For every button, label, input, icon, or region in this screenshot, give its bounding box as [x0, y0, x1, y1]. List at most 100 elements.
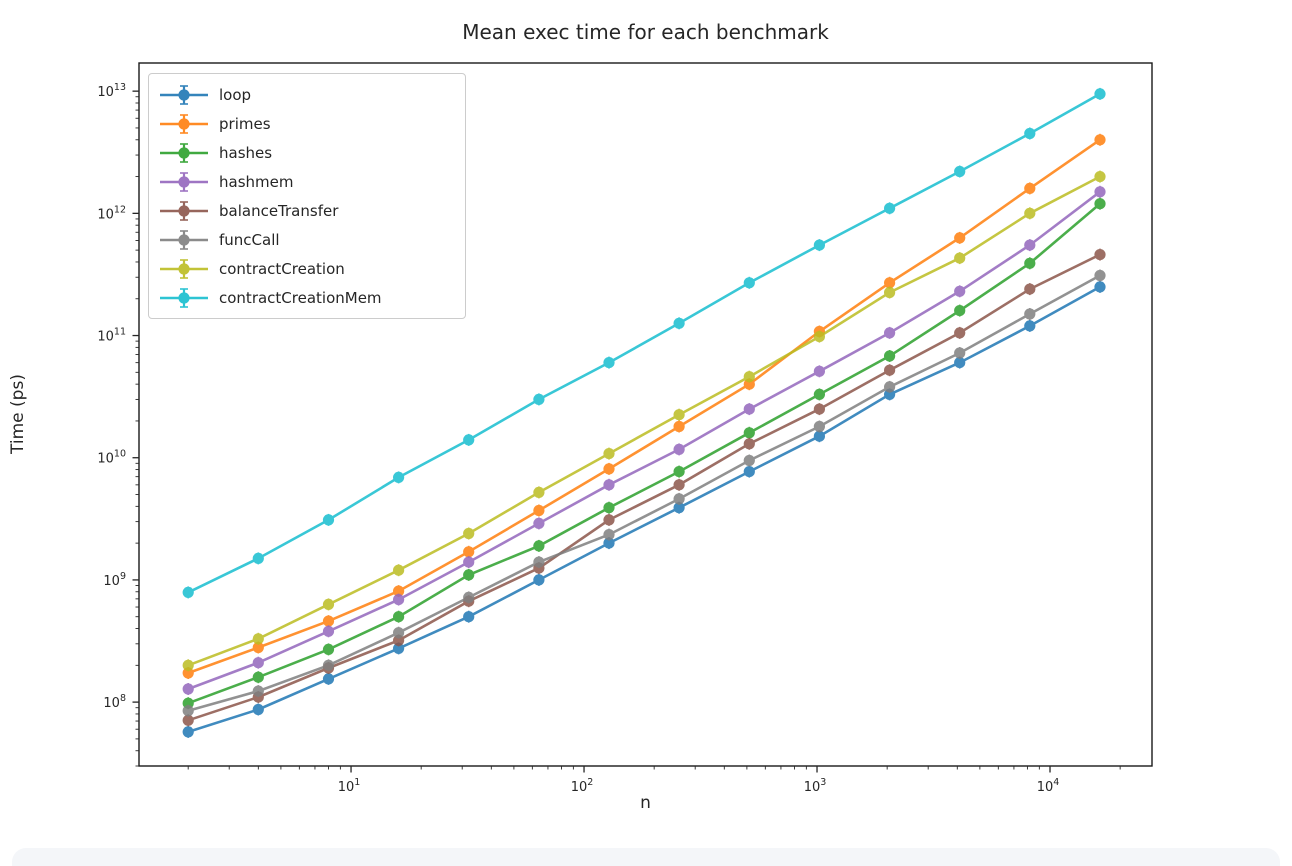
data-point [463, 546, 475, 558]
series-hashmem [182, 185, 1106, 695]
data-point [813, 403, 826, 415]
data-point [743, 466, 755, 478]
data-point [954, 232, 966, 244]
bottom-panel-edge [12, 848, 1280, 866]
data-point [673, 493, 685, 505]
legend-item-hashmem: hashmem [149, 167, 465, 196]
data-point [252, 633, 264, 645]
legend-label: primes [219, 114, 271, 133]
data-point [673, 443, 685, 455]
data-point [393, 627, 405, 639]
data-point [252, 671, 264, 683]
legend-label: funcCall [219, 230, 280, 249]
legend-item-balanceTransfer: balanceTransfer [149, 196, 465, 225]
data-point [1024, 257, 1036, 269]
data-point [954, 327, 966, 339]
series-balanceTransfer [182, 248, 1106, 727]
data-point [603, 479, 615, 491]
data-point [182, 705, 194, 717]
data-point [673, 502, 685, 514]
legend-label: loop [219, 85, 252, 104]
series-funcCall [182, 269, 1106, 717]
legend-item-hashes: hashes [149, 138, 465, 167]
data-point [884, 350, 896, 362]
data-point [743, 371, 755, 383]
data-point [1094, 198, 1106, 210]
data-point [393, 611, 405, 623]
data-point [673, 466, 685, 478]
data-point [743, 454, 755, 467]
data-point [813, 239, 826, 251]
data-point [322, 615, 335, 627]
legend-marker-icon [160, 84, 208, 105]
series-contractCreationMem [182, 87, 1106, 599]
data-point [813, 331, 826, 343]
legend-item-loop: loop [149, 80, 465, 109]
legend-marker-icon [160, 229, 208, 250]
data-point [1024, 127, 1036, 140]
legend-label: balanceTransfer [219, 201, 339, 220]
data-point [813, 388, 826, 400]
data-point [463, 527, 475, 540]
data-point [603, 537, 615, 549]
legend-item-contractCreationMem: contractCreationMem [149, 283, 465, 312]
legend-item-contractCreation: contractCreation [149, 254, 465, 283]
data-point [322, 625, 335, 637]
svg-text:1012: 1012 [97, 204, 126, 222]
data-point [322, 598, 335, 611]
data-point [1024, 308, 1036, 320]
data-point [1094, 186, 1106, 198]
data-point [603, 502, 615, 514]
data-point [603, 463, 615, 475]
data-point [1094, 88, 1106, 100]
data-point [322, 673, 335, 685]
data-point [884, 277, 896, 289]
data-point [533, 540, 545, 552]
data-point [1024, 320, 1036, 332]
legend-item-funcCall: funcCall [149, 225, 465, 254]
data-point [393, 585, 405, 597]
data-point [813, 430, 826, 442]
data-point [1024, 239, 1036, 251]
legend-marker-icon [160, 258, 208, 279]
data-point [1094, 171, 1106, 183]
data-point [884, 327, 896, 339]
data-point [252, 685, 264, 697]
series-hashes [182, 197, 1106, 710]
data-point [393, 471, 405, 483]
data-point [954, 252, 966, 264]
data-point [743, 277, 755, 289]
data-point [673, 409, 685, 421]
plot-border [138, 62, 1153, 767]
data-point [743, 438, 755, 450]
legend-marker-icon [160, 113, 208, 134]
data-point [673, 420, 685, 433]
chart-title: Mean exec time for each benchmark [462, 20, 829, 44]
data-point [884, 364, 896, 376]
data-point [463, 556, 475, 568]
data-point [533, 556, 545, 568]
legend-label: contractCreationMem [219, 288, 382, 307]
legend-marker-icon [160, 200, 208, 221]
data-point [182, 586, 194, 599]
data-point [884, 286, 896, 299]
data-point [813, 365, 826, 377]
legend-label: contractCreation [219, 259, 345, 278]
data-point [954, 357, 966, 369]
data-point [533, 393, 545, 405]
data-point [673, 317, 685, 329]
data-point [533, 517, 545, 530]
series-contractCreation [182, 170, 1106, 672]
data-point [603, 514, 615, 526]
data-point [252, 657, 264, 669]
svg-text:1010: 1010 [97, 449, 126, 467]
data-point [393, 564, 405, 576]
svg-text:1011: 1011 [97, 327, 126, 345]
data-point [393, 642, 405, 655]
data-point [954, 347, 966, 359]
data-point [1094, 269, 1106, 282]
legend-label: hashmem [219, 172, 294, 191]
legend-marker-icon [160, 171, 208, 192]
